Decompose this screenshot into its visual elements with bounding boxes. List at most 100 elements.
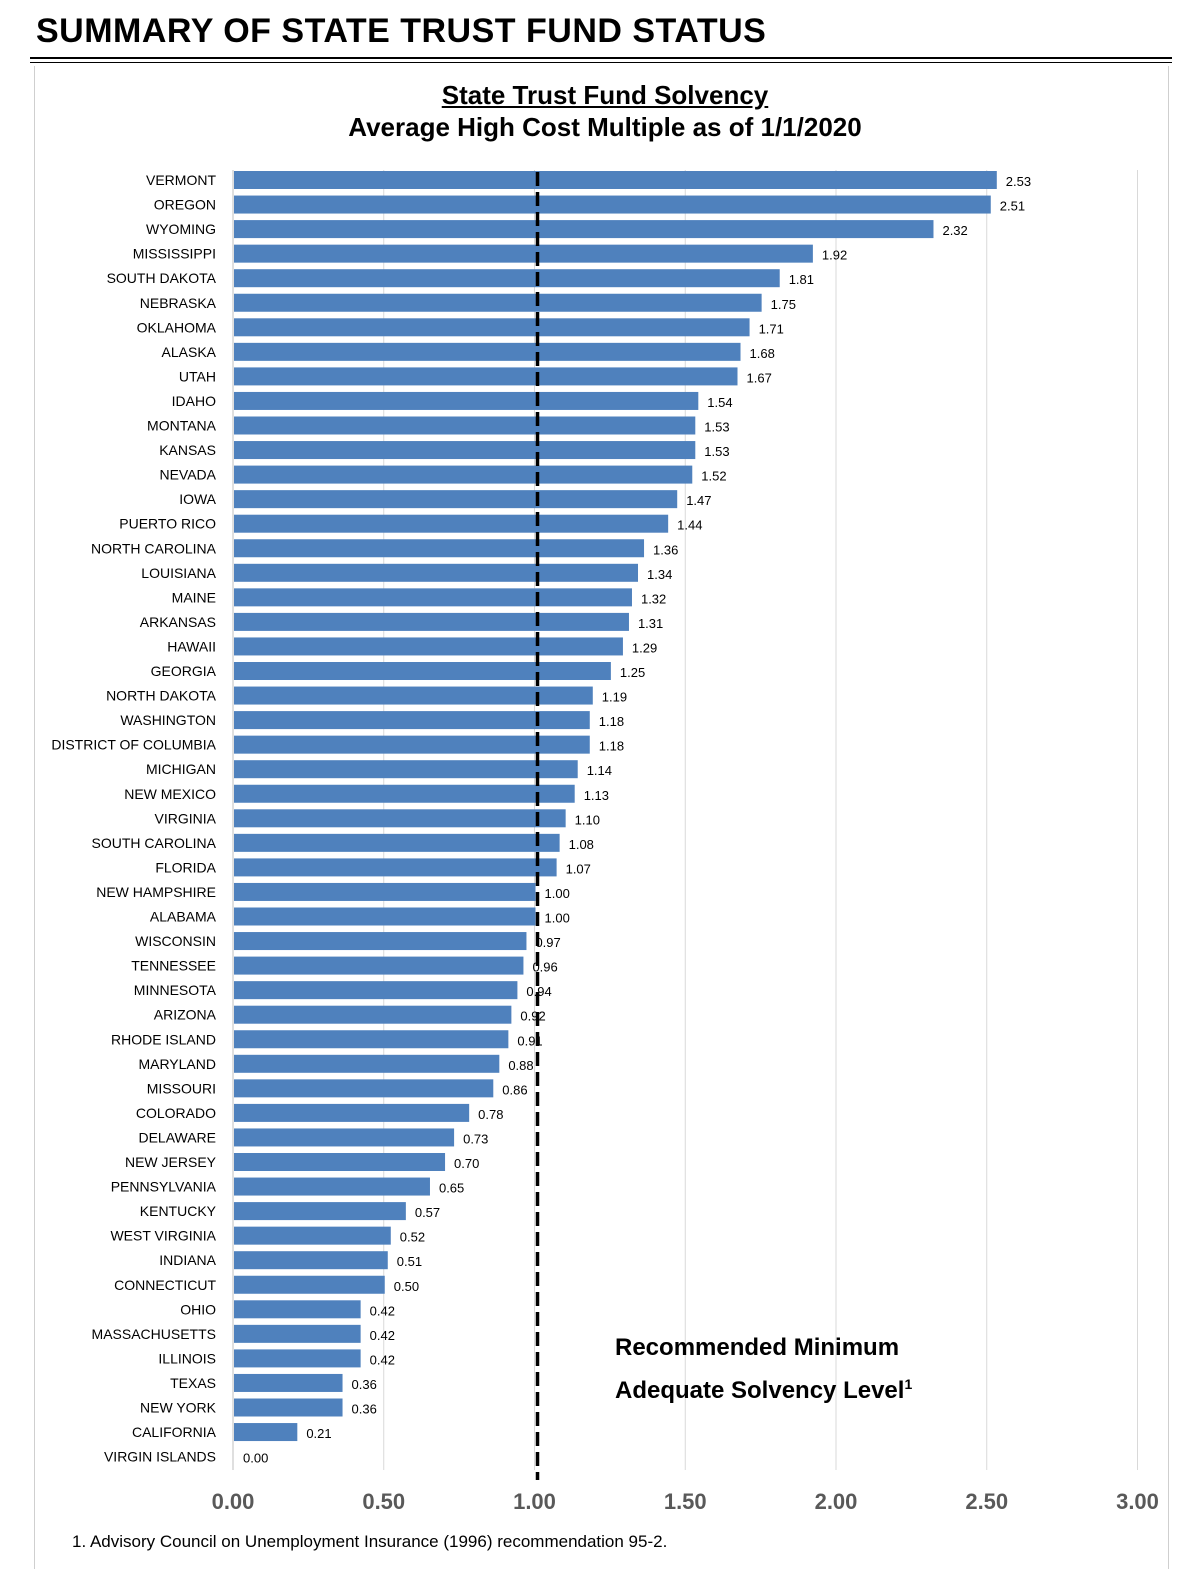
bar xyxy=(234,514,669,533)
data-label: 0.52 xyxy=(400,1230,425,1245)
data-label: 2.32 xyxy=(942,223,967,238)
solvency-level-annotation: Recommended Minimum Adequate Solvency Le… xyxy=(615,1330,912,1409)
data-label: 0.86 xyxy=(502,1082,527,1097)
category-label: VIRGINIA xyxy=(155,810,217,826)
data-label: 1.14 xyxy=(587,763,612,778)
bar xyxy=(234,1030,509,1049)
category-label: VIRGIN ISLANDS xyxy=(104,1449,216,1465)
category-label: ARKANSAS xyxy=(140,614,216,630)
category-label: MARYLAND xyxy=(138,1056,216,1072)
category-label: TENNESSEE xyxy=(131,958,216,974)
data-label: 0.50 xyxy=(394,1279,419,1294)
data-label: 1.54 xyxy=(707,395,732,410)
data-label: 0.94 xyxy=(526,984,551,999)
category-label: KANSAS xyxy=(159,442,216,458)
bar xyxy=(234,1373,343,1392)
bar xyxy=(234,1423,298,1442)
bar xyxy=(234,1177,430,1196)
data-label: 0.78 xyxy=(478,1107,503,1122)
bar xyxy=(234,1005,512,1024)
category-label: SOUTH CAROLINA xyxy=(92,835,217,851)
category-label: COLORADO xyxy=(136,1105,216,1121)
page-title: SUMMARY OF STATE TRUST FUND STATUS xyxy=(36,12,767,50)
chart-title: State Trust Fund Solvency xyxy=(441,80,769,110)
data-label: 2.51 xyxy=(1000,199,1025,214)
x-tick-label: 0.00 xyxy=(212,1489,255,1514)
bar xyxy=(234,735,590,754)
data-label: 0.36 xyxy=(352,1402,377,1417)
category-label: ILLINOIS xyxy=(158,1350,216,1366)
data-label: 0.88 xyxy=(508,1058,533,1073)
category-label: MICHIGAN xyxy=(146,761,216,777)
bar xyxy=(234,465,693,484)
bar xyxy=(234,1202,406,1221)
data-label: 1.10 xyxy=(575,812,600,827)
bar xyxy=(234,1324,361,1343)
category-label: OHIO xyxy=(180,1301,216,1317)
bar xyxy=(234,662,611,680)
data-label: 1.67 xyxy=(747,370,772,385)
bar xyxy=(234,269,780,288)
x-tick-label: 3.00 xyxy=(1116,1489,1159,1514)
data-label: 0.51 xyxy=(397,1254,422,1269)
bar xyxy=(234,416,696,435)
data-label: 1.00 xyxy=(545,886,570,901)
category-label: WISCONSIN xyxy=(135,933,216,949)
category-label: DISTRICT OF COLUMBIA xyxy=(51,737,216,753)
data-label: 1.25 xyxy=(620,665,645,680)
data-label: 1.75 xyxy=(771,297,796,312)
category-label: ALABAMA xyxy=(150,909,217,925)
data-label: 1.19 xyxy=(602,690,627,705)
bar xyxy=(234,1153,446,1171)
chart-frame-right-border xyxy=(1168,66,1169,1569)
category-label: DELAWARE xyxy=(138,1129,216,1145)
data-label: 0.70 xyxy=(454,1156,479,1171)
category-label: MASSACHUSETTS xyxy=(92,1326,216,1342)
bar xyxy=(234,956,524,975)
category-label: HAWAII xyxy=(167,638,216,654)
category-label: IOWA xyxy=(179,491,216,507)
category-label: NEW HAMPSHIRE xyxy=(96,884,216,900)
data-label: 0.42 xyxy=(370,1303,395,1318)
data-label: 0.92 xyxy=(520,1009,545,1024)
bar xyxy=(234,1275,385,1294)
category-label: IDAHO xyxy=(172,393,216,409)
data-label: 1.47 xyxy=(686,493,711,508)
category-label: NORTH CAROLINA xyxy=(91,540,217,556)
data-label: 1.13 xyxy=(584,788,609,803)
bar xyxy=(234,784,575,803)
category-label: SOUTH DAKOTA xyxy=(107,270,217,286)
bar xyxy=(234,833,560,852)
bar xyxy=(234,588,632,607)
category-label: WASHINGTON xyxy=(120,712,216,728)
category-label: WEST VIRGINIA xyxy=(110,1228,216,1244)
annotation-line-1: Recommended Minimum xyxy=(615,1334,900,1361)
category-label: NEBRASKA xyxy=(140,295,217,311)
category-label: ALASKA xyxy=(162,344,217,360)
bar xyxy=(234,1103,470,1122)
x-tick-label: 0.50 xyxy=(362,1489,405,1514)
data-label: 1.36 xyxy=(653,542,678,557)
bar xyxy=(234,882,536,901)
chart-subtitle: Average High Cost Multiple as of 1/1/202… xyxy=(348,112,862,142)
category-label: TEXAS xyxy=(170,1375,216,1391)
data-label: 1.68 xyxy=(750,346,775,361)
bar xyxy=(234,1300,361,1319)
category-label: CALIFORNIA xyxy=(132,1424,217,1440)
bar xyxy=(234,539,645,558)
category-label: NEVADA xyxy=(159,467,216,483)
data-label: 0.36 xyxy=(352,1377,377,1392)
category-label: ARIZONA xyxy=(154,1007,217,1023)
bar xyxy=(234,760,578,779)
data-label: 0.21 xyxy=(306,1426,331,1441)
category-label: MONTANA xyxy=(147,418,217,434)
bar xyxy=(234,342,741,361)
footnote: 1. Advisory Council on Unemployment Insu… xyxy=(72,1532,668,1551)
bar xyxy=(234,1226,391,1245)
data-label: 0.97 xyxy=(535,935,560,950)
data-label: 1.18 xyxy=(599,739,624,754)
x-tick-label: 2.50 xyxy=(965,1489,1008,1514)
data-label: 1.34 xyxy=(647,567,672,582)
data-label: 1.52 xyxy=(701,469,726,484)
